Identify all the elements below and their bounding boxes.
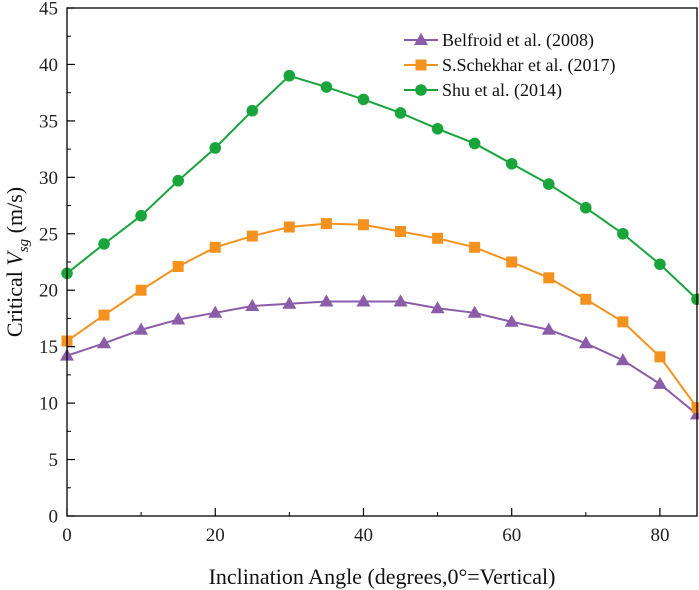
series-0-point-10 <box>430 301 445 314</box>
series-2-point-1 <box>98 238 110 250</box>
legend-marker-2 <box>415 84 427 96</box>
series-1-point-16 <box>654 351 666 363</box>
legend-item-0: Belfroid et al. (2008) <box>404 30 594 51</box>
series-2-point-9 <box>394 107 407 119</box>
series-1-point-12 <box>506 256 518 268</box>
legend-marker-1 <box>415 59 427 71</box>
series-1-point-9 <box>395 226 407 238</box>
y-axis-title-prefix: Critical <box>2 266 27 337</box>
series-2-point-14 <box>580 202 592 214</box>
series-0-point-4 <box>208 305 223 318</box>
series-0-point-13 <box>541 322 556 335</box>
series-1-point-3 <box>172 261 184 273</box>
series-1-point-4 <box>209 241 221 253</box>
series-2-point-12 <box>505 157 518 170</box>
y-tick-label-25: 25 <box>39 224 58 245</box>
series-0-point-5 <box>245 298 260 312</box>
series-0-point-2 <box>134 322 149 335</box>
y-tick-label-45: 45 <box>39 0 58 20</box>
y-tick-label-15: 15 <box>39 337 58 358</box>
x-tick-label-80: 80 <box>650 525 669 546</box>
series-0-point-11 <box>467 305 482 318</box>
series-2-point-8 <box>357 93 370 106</box>
y-axis-title-sub: sg <box>16 238 32 252</box>
x-tick-label-60: 60 <box>502 525 521 546</box>
series-2-point-11 <box>468 137 481 150</box>
series-2-point-5 <box>246 104 259 117</box>
series-1-point-5 <box>246 230 258 242</box>
series-0-point-9 <box>393 294 408 307</box>
series-0-point-12 <box>504 314 519 327</box>
plot-frame <box>66 7 698 517</box>
series-0-point-16 <box>652 376 667 389</box>
legend-label-1: S.Schekhar et al. (2017) <box>442 55 615 76</box>
series-2-point-2 <box>135 209 147 222</box>
series-1 <box>61 218 699 414</box>
series-2-point-4 <box>209 142 222 154</box>
series-1-point-17 <box>691 402 699 414</box>
series-1-point-14 <box>580 293 592 305</box>
y-tick-label-30: 30 <box>39 168 58 189</box>
series-0-point-1 <box>97 336 112 349</box>
y-tick-label-20: 20 <box>39 281 58 302</box>
series-1-point-8 <box>357 219 369 231</box>
series-1-point-10 <box>432 232 444 244</box>
y-axis-title: Critical Vsg (m/s) <box>2 187 32 337</box>
axes-layer: 0 20 40 60 80 0 5 10 15 20 25 30 35 40 45 <box>39 0 698 546</box>
series-0-point-6 <box>282 296 297 309</box>
x-tick-label-0: 0 <box>62 525 72 546</box>
series-0 <box>59 294 699 420</box>
legend-label-2: Shu et al. (2014) <box>442 80 562 101</box>
series-2-point-7 <box>320 81 333 93</box>
y-tick-label-40: 40 <box>39 55 58 76</box>
legend-item-1: S.Schekhar et al. (2017) <box>404 55 615 76</box>
y-axis-title-suffix: (m/s) <box>2 187 27 239</box>
y-axis-title-var: V <box>2 250 27 266</box>
series-1-point-7 <box>320 218 332 230</box>
series-line-0 <box>66 300 698 416</box>
y-tick-label-10: 10 <box>39 394 58 415</box>
legend-label-0: Belfroid et al. (2008) <box>442 30 594 51</box>
series-2-point-6 <box>283 69 296 82</box>
series-2-point-13 <box>542 178 555 190</box>
series-1-point-15 <box>617 316 629 328</box>
series-2-point-15 <box>617 227 629 240</box>
x-tick-label-40: 40 <box>354 525 373 546</box>
legend: Belfroid et al. (2008) S.Schekhar et al. … <box>404 30 615 101</box>
legend-marker-0 <box>413 32 429 45</box>
series-line-1 <box>66 222 698 409</box>
series-1-point-1 <box>98 309 110 321</box>
series-2-point-16 <box>654 258 666 271</box>
series-2-point-3 <box>172 174 184 187</box>
series-2 <box>61 69 699 306</box>
x-tick-label-20: 20 <box>206 525 225 546</box>
series-1-point-13 <box>543 272 555 284</box>
series-1-point-11 <box>469 241 481 253</box>
series-line-2 <box>66 74 698 300</box>
series-1-point-6 <box>283 221 295 233</box>
series-0-point-3 <box>171 312 186 325</box>
series-0-point-7 <box>319 294 334 307</box>
series-2-point-10 <box>431 122 444 135</box>
legend-item-2: Shu et al. (2014) <box>404 80 562 101</box>
y-tick-label-5: 5 <box>49 450 59 471</box>
y-tick-label-0: 0 <box>49 507 59 528</box>
series-0-point-15 <box>615 353 630 366</box>
series-0-point-8 <box>356 294 371 307</box>
series-0-point-14 <box>578 336 593 349</box>
series-layer <box>59 69 699 420</box>
y-tick-label-35: 35 <box>39 111 58 132</box>
series-1-point-2 <box>135 284 147 296</box>
x-axis-title: Inclination Angle (degrees,0°=Vertical) <box>209 564 556 589</box>
